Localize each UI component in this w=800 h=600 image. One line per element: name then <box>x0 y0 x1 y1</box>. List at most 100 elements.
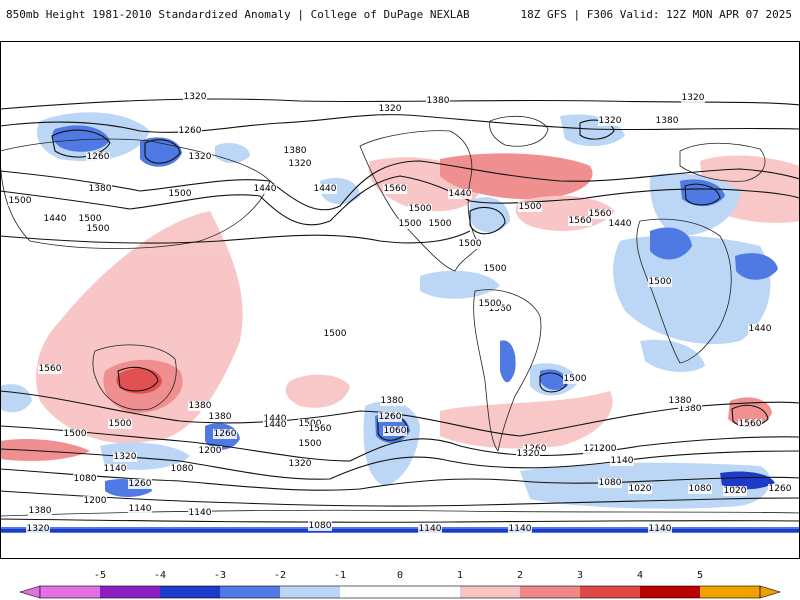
contour-label: 1560 <box>309 424 332 434</box>
contour-label: 1440 <box>264 414 287 424</box>
colorbar-tick-label: -3 <box>213 570 227 581</box>
height-contours <box>0 98 800 523</box>
negative-anomaly-region <box>420 270 500 299</box>
contour-label-bg <box>108 419 132 429</box>
positive-anomaly-region <box>150 317 205 346</box>
colorbar-tick-label: 2 <box>516 570 524 581</box>
contour-label-bg <box>168 189 192 199</box>
contour-label: 1140 <box>129 504 152 514</box>
contour-label-bg <box>508 524 532 534</box>
contour-label-bg <box>648 524 672 534</box>
contour-label-bg <box>448 189 472 199</box>
contour-label: 1560 <box>384 184 407 194</box>
contour-label-bg <box>598 478 622 488</box>
contour-label-bg <box>748 324 772 334</box>
contour-label: 1440 <box>254 184 277 194</box>
colorbar-segment <box>160 586 221 598</box>
contour-label-bg <box>678 404 702 414</box>
contour-label-bg <box>563 374 587 384</box>
contour-label: 1380 <box>189 401 212 411</box>
contour-label-bg <box>478 299 502 309</box>
contour-label: 1200 <box>594 444 617 454</box>
contour-label-bg <box>26 524 50 534</box>
negative-anomaly-region <box>140 137 182 167</box>
contour-label: 1260 <box>769 484 792 494</box>
contour-label: 1140 <box>104 464 127 474</box>
contour-label-bg <box>208 412 232 422</box>
contour-label: 1500 <box>324 329 347 339</box>
height-contour-closed <box>469 206 506 235</box>
contour-label: 1440 <box>264 420 287 430</box>
colorbar-segment <box>40 586 101 598</box>
contour-label-bg <box>668 396 692 406</box>
contour-label-bg <box>418 524 442 534</box>
model-run-label: 18Z GFS | F306 Valid: 12Z MON APR 07 202… <box>520 8 792 21</box>
height-contour-closed <box>539 372 567 393</box>
height-contour <box>0 98 800 110</box>
contour-label: 1500 <box>9 196 32 206</box>
height-contour-closed <box>117 366 159 392</box>
positive-anomaly-region <box>285 374 350 408</box>
contour-label-bg <box>283 146 307 156</box>
negative-anomaly-region <box>100 442 190 470</box>
contour-label: 1320 <box>682 93 705 103</box>
contour-label-bg <box>313 184 337 194</box>
negative-anomaly-region <box>470 197 510 233</box>
contour-label-bg <box>378 104 402 114</box>
contour-label: 1140 <box>509 524 532 534</box>
positive-anomaly-region <box>36 211 243 444</box>
coastline-asia <box>0 138 271 249</box>
contour-label: 1200 <box>84 496 107 506</box>
contour-label-bg <box>288 159 312 169</box>
contour-label: 1140 <box>649 524 672 534</box>
colorbar-segment <box>520 586 581 598</box>
negative-anomaly-region <box>640 339 705 373</box>
contour-label: 1320 <box>184 92 207 102</box>
contour-label: 1380 <box>209 412 232 422</box>
contour-label-bg <box>103 464 127 474</box>
contour-label: 1500 <box>484 264 507 274</box>
contour-label-bg <box>598 116 622 126</box>
map-svg: 1320 1320 1380 1320 1380 1260 1260 1320 1320 1380… <box>0 41 800 559</box>
contour-label: 1500 <box>564 374 587 384</box>
contour-label: 1080 <box>171 464 194 474</box>
contour-label: 1320 <box>114 452 137 462</box>
contour-label: 1320 <box>289 459 312 469</box>
contour-label: 1560 <box>39 364 62 374</box>
contour-label-bg <box>78 214 102 224</box>
contour-label: 1500 <box>64 429 87 439</box>
contour-label-bg <box>8 196 32 206</box>
colorbar-segment <box>100 586 161 598</box>
contour-label: 1500 <box>429 219 452 229</box>
contour-label-bg <box>738 419 762 429</box>
contour-label-bg <box>518 202 542 212</box>
contour-label-bg <box>43 214 67 224</box>
height-contour <box>0 230 471 244</box>
contour-label: 1260 <box>87 152 110 162</box>
contour-label-bg <box>426 96 450 106</box>
coastline-south-america <box>473 289 542 452</box>
contour-label-bg <box>83 496 107 506</box>
colorbar: -5 -4 -3 -2 -1 0 1 2 3 4 5 <box>0 570 800 600</box>
contour-label: 1380 <box>427 96 450 106</box>
contour-labels: 1320 1320 1380 1320 1380 1260 1260 1320 1320 1380… <box>8 92 792 534</box>
height-contour <box>0 518 800 523</box>
contour-label-bg <box>308 521 332 531</box>
contour-label: 1260 <box>129 479 152 489</box>
contour-label: 1500 <box>109 419 132 429</box>
contour-label: 1080 <box>74 474 97 484</box>
colorbar-segment <box>640 586 701 598</box>
map-title: 850mb Height 1981-2010 Standardized Anom… <box>6 8 470 21</box>
contour-label: 1500 <box>479 299 502 309</box>
contour-label-bg <box>213 429 237 439</box>
contour-label: 1020 <box>629 484 652 494</box>
contour-label: 1320 <box>289 159 312 169</box>
positive-anomaly-region <box>0 439 90 461</box>
negative-anomaly-region <box>0 384 32 413</box>
contour-label-bg <box>263 420 287 430</box>
colorbar-tick-label: 5 <box>696 570 704 581</box>
contour-label-bg <box>308 424 332 434</box>
contour-label-bg <box>263 414 287 424</box>
contour-label-bg <box>648 277 672 287</box>
contour-label-bg <box>383 184 407 194</box>
